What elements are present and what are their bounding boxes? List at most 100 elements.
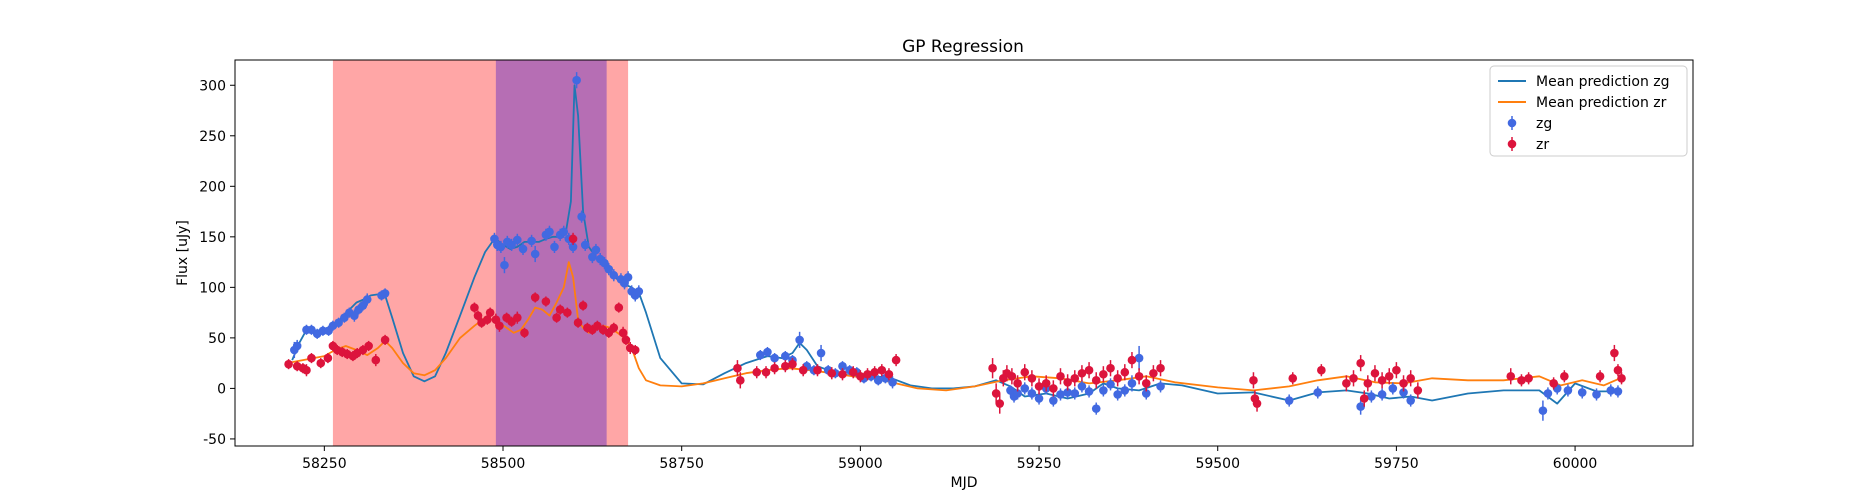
point-zr-107: [1406, 373, 1415, 383]
point-zr-16: [380, 335, 390, 345]
point-zr-28: [530, 293, 540, 302]
point-zr-52: [781, 361, 790, 371]
y-axis-ticks: -50 0 50 100 150 200 250 300: [199, 78, 235, 448]
point-zg-79: [1077, 382, 1087, 391]
point-zr-6: [323, 353, 333, 363]
point-zg-89: [1156, 382, 1165, 391]
point-zr-110: [1517, 376, 1526, 385]
point-zr-75: [1041, 379, 1051, 388]
point-zr-34: [573, 318, 583, 328]
point-zg-22: [507, 240, 516, 250]
point-zr-32: [563, 308, 572, 317]
point-zr-0: [284, 359, 293, 369]
x-tick-label-60000: 60000: [1553, 456, 1598, 472]
point-zr-5: [316, 358, 326, 368]
point-zr-57: [838, 369, 847, 379]
point-zr-92: [1249, 376, 1258, 385]
point-zg-42: [609, 270, 619, 280]
point-zg-11: [350, 311, 359, 320]
point-zr-18: [473, 311, 483, 320]
point-zr-49: [752, 367, 762, 377]
point-zg-94: [1377, 390, 1387, 399]
point-zg-73: [1034, 394, 1044, 403]
point-zg-103: [1592, 390, 1601, 399]
legend-swatch-3: [1507, 139, 1517, 149]
point-zg-71: [1020, 384, 1030, 393]
point-zr-48: [735, 376, 745, 385]
point-zr-64: [891, 355, 901, 365]
line-series-0: [291, 84, 1621, 405]
y-axis-label: Flux [uJy]: [175, 220, 191, 286]
point-zr-106: [1399, 379, 1408, 388]
point-zg-34: [572, 75, 581, 85]
point-zr-15: [371, 355, 381, 365]
point-zr-100: [1359, 394, 1369, 403]
point-zg-102: [1577, 388, 1587, 397]
point-zr-60: [863, 369, 872, 379]
point-zr-98: [1349, 373, 1358, 383]
point-zr-111: [1524, 373, 1533, 383]
point-zr-61: [870, 367, 879, 377]
point-zr-99: [1356, 358, 1365, 368]
point-zr-46: [630, 345, 640, 355]
x-tick-label-59250: 59250: [1017, 456, 1062, 472]
point-zr-3: [302, 365, 311, 375]
point-zr-104: [1384, 371, 1394, 381]
point-zr-87: [1127, 355, 1137, 365]
point-zr-108: [1413, 386, 1423, 395]
point-zg-81: [1091, 404, 1101, 413]
point-zg-90: [1284, 396, 1294, 405]
point-zr-90: [1149, 368, 1158, 378]
plot-frame: [234, 59, 1694, 447]
point-zr-23: [495, 321, 504, 331]
point-zr-81: [1084, 365, 1094, 375]
point-zg-26: [530, 249, 540, 259]
point-zr-82: [1091, 376, 1101, 385]
point-zg-25: [527, 236, 536, 246]
legend-label-0: Mean prediction zg: [1536, 74, 1670, 90]
point-zr-53: [788, 359, 797, 369]
y-tick-label-0: 0: [217, 381, 226, 397]
point-zr-54: [798, 365, 808, 375]
point-zg-85: [1120, 386, 1130, 395]
point-zg-101: [1563, 386, 1573, 395]
point-zr-55: [813, 365, 822, 375]
point-zr-71: [1013, 379, 1022, 388]
point-zr-66: [991, 389, 1001, 398]
point-zg-28: [545, 227, 554, 237]
point-zr-67: [995, 399, 1005, 408]
point-zr-78: [1063, 378, 1072, 387]
point-zr-58: [848, 367, 858, 377]
legend: Mean prediction zg Mean prediction zr zg zr: [1489, 65, 1688, 157]
point-zg-52: [781, 351, 790, 361]
point-zg-99: [1543, 389, 1553, 398]
point-zr-65: [988, 363, 997, 373]
point-zg-1: [292, 341, 302, 351]
x-axis-label: MJD: [951, 475, 978, 491]
point-zr-59: [856, 371, 865, 381]
point-zr-91: [1156, 363, 1165, 373]
point-zr-76: [1049, 384, 1058, 393]
point-zg-84: [1113, 390, 1122, 399]
point-zg-35: [577, 212, 586, 221]
point-zr-4: [307, 353, 316, 363]
point-zg-65: [873, 376, 883, 385]
point-zr-77: [1056, 371, 1065, 381]
point-zr-17: [470, 303, 479, 312]
y-tick-label-300: 300: [199, 78, 226, 94]
point-zr-29: [541, 297, 551, 306]
point-zg-96: [1399, 388, 1408, 397]
x-tick-label-59750: 59750: [1374, 456, 1419, 472]
legend-swatch-2: [1507, 118, 1517, 128]
y-tick-label-50: 50: [208, 331, 226, 347]
point-zg-38: [591, 245, 601, 255]
point-zr-62: [877, 365, 887, 375]
point-zr-30: [552, 313, 561, 322]
point-zg-86: [1127, 379, 1137, 388]
point-zr-27: [520, 328, 529, 338]
point-zg-14: [362, 295, 372, 304]
y-tick-label-250: 250: [199, 129, 226, 145]
point-zr-70: [1007, 371, 1017, 381]
point-zg-60: [838, 361, 847, 371]
point-zr-116: [1613, 365, 1623, 375]
